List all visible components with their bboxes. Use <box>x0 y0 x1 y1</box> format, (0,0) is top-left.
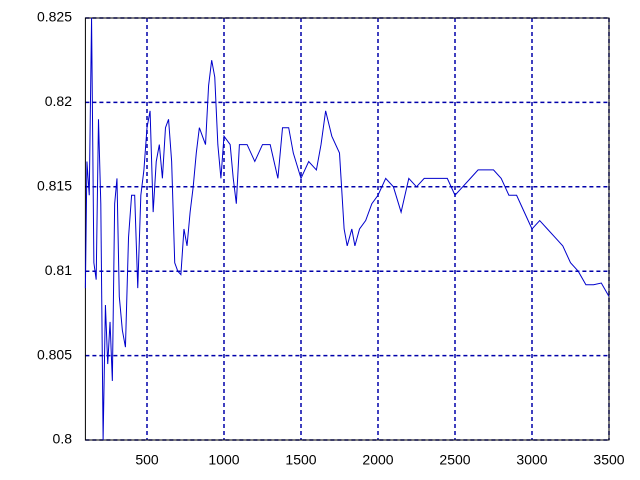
x-tick-label: 2000 <box>362 452 393 468</box>
y-tick-label: 0.8 <box>53 431 73 447</box>
x-tick-label: 3500 <box>593 452 624 468</box>
x-tick-label: 3000 <box>516 452 547 468</box>
data-line <box>84 17 610 441</box>
y-tick-label: 0.82 <box>45 93 72 109</box>
y-tick-label: 0.81 <box>45 262 72 278</box>
x-tick-label: 2500 <box>439 452 470 468</box>
y-tick-label: 0.805 <box>37 346 72 362</box>
y-tick-label: 0.825 <box>37 9 72 25</box>
x-tick-label: 1000 <box>208 452 239 468</box>
x-tick-label: 500 <box>135 452 159 468</box>
x-tick-label: 1500 <box>285 452 316 468</box>
plot-frame <box>84 17 610 441</box>
y-tick-label: 0.815 <box>37 178 72 194</box>
